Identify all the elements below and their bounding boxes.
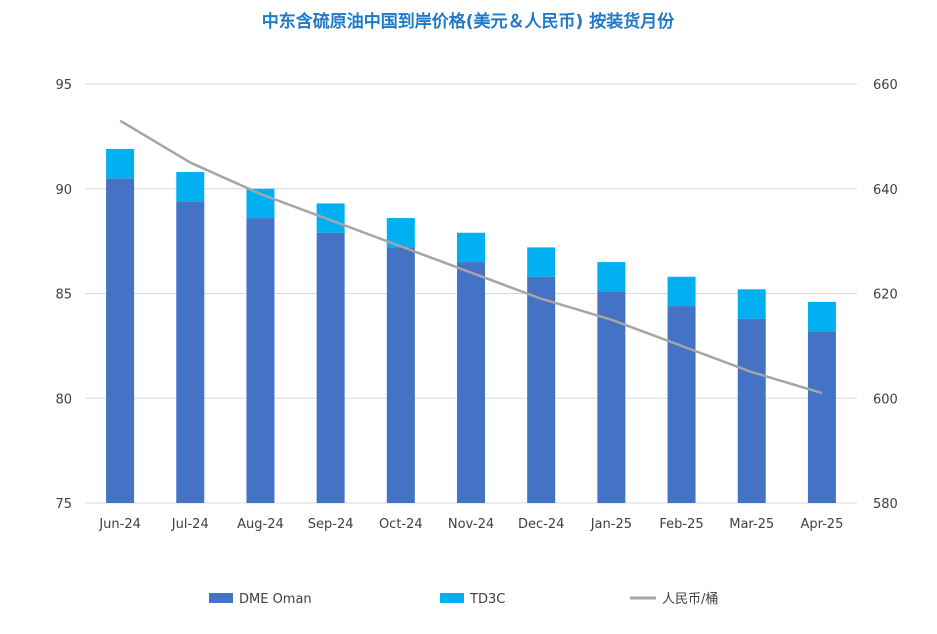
right-axis-tick-label: 660	[873, 78, 898, 93]
bar-dme-oman	[457, 262, 485, 503]
left-axis-tick-label: 85	[55, 288, 72, 303]
bar-dme-oman	[597, 291, 626, 503]
legend-swatch	[440, 593, 464, 603]
right-axis-tick-label: 620	[873, 288, 898, 303]
right-axis-tick-label: 640	[873, 183, 898, 198]
bars-group	[106, 148, 836, 503]
x-axis-label: Nov-24	[448, 517, 494, 532]
bar-dme-oman	[246, 218, 275, 503]
left-axis-ticks: 75 80 85 90 95	[55, 78, 72, 512]
legend: DME Oman TD3C 人民币/桶	[209, 592, 718, 607]
bar-td3c	[667, 276, 696, 307]
x-axis-label: Feb-25	[659, 517, 703, 532]
bar-td3c	[737, 289, 766, 319]
x-axis-label: Oct-24	[379, 517, 423, 532]
x-axis-label: Dec-24	[518, 517, 564, 532]
bar-dme-oman	[737, 318, 766, 503]
chart-title: 中东含硫原油中国到岸价格(美元＆人民币) 按装货月份	[262, 11, 675, 32]
left-axis-tick-label: 75	[55, 497, 72, 512]
line-rmb-per-barrel	[119, 119, 823, 395]
bar-dme-oman	[807, 331, 836, 503]
bar-td3c	[176, 171, 205, 202]
right-axis-ticks: 580 600 620 640 660	[873, 78, 898, 512]
bar-dme-oman	[106, 178, 135, 503]
x-axis-labels: Jun-24 Jul-24 Aug-24 Sep-24 Oct-24 Nov-24 Dec-…	[98, 517, 843, 532]
left-axis-tick-label: 95	[55, 78, 72, 93]
x-axis-label: Jul-24	[171, 517, 209, 532]
bar-td3c	[316, 203, 345, 233]
bar-dme-oman	[316, 232, 345, 503]
x-axis-label: Aug-24	[237, 517, 284, 532]
x-axis-label: Mar-25	[729, 517, 774, 532]
legend-label: DME Oman	[239, 592, 312, 607]
legend-swatch	[209, 593, 233, 603]
left-axis-tick-label: 90	[55, 183, 72, 198]
line-series-group	[119, 119, 823, 395]
bar-td3c	[457, 232, 485, 263]
x-axis-label: Jan-25	[590, 517, 632, 532]
x-axis-label: Apr-25	[800, 517, 843, 532]
bar-td3c	[597, 262, 626, 292]
bar-td3c	[807, 301, 836, 332]
x-axis-label: Jun-24	[98, 517, 141, 532]
legend-label: 人民币/桶	[662, 592, 718, 607]
x-axis-label: Sep-24	[308, 517, 354, 532]
bar-dme-oman	[667, 306, 696, 503]
right-axis-tick-label: 580	[873, 497, 898, 512]
left-axis-tick-label: 80	[55, 392, 72, 407]
legend-label: TD3C	[469, 592, 505, 607]
bar-td3c	[106, 148, 135, 179]
bar-td3c	[527, 247, 556, 277]
right-axis-tick-label: 600	[873, 392, 898, 407]
bar-dme-oman	[176, 201, 205, 503]
bar-dme-oman	[386, 247, 415, 503]
bar-dme-oman	[527, 276, 556, 503]
